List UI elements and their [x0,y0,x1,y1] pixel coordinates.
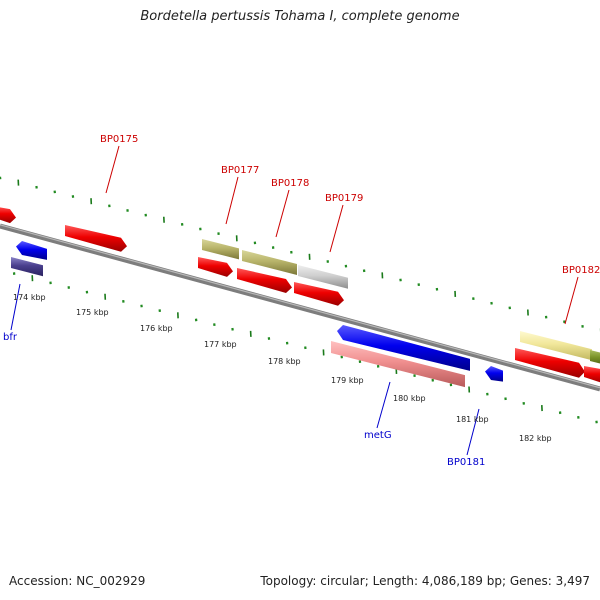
gene-label-bp0179[interactable]: BP0179 [325,193,363,204]
kbp-labels: 174 kbp 175 kbp 176 kbp 177 kbp 178 kbp 179 k… [13,293,552,443]
callout-leader-line [329,204,344,253]
gene-box[interactable] [590,350,600,366]
gene-label-bp0182[interactable]: BP0182 [562,265,600,276]
gene-box[interactable] [11,257,43,277]
gene-arrow[interactable] [584,366,600,384]
length-value: 4,086,189 bp [421,574,502,588]
gene-label-bfr[interactable]: bfr [3,332,18,343]
callout-leader-line [275,189,290,238]
gene-arrow-bp0175[interactable] [65,225,127,252]
callout-leader-line [105,145,120,194]
backbone-line [0,223,600,392]
gene-box-bp0178[interactable] [242,250,297,275]
gene-arrow[interactable] [16,241,47,260]
callout-leader-line [225,176,239,225]
gene-label-bp0177[interactable]: BP0177 [221,165,259,176]
gene-label-bp0181[interactable]: BP0181 [447,457,485,468]
genes-value: 3,497 [555,574,590,588]
gene-box-bp0179[interactable] [298,265,348,289]
callout-leader-line [466,408,480,456]
callout-leader-line [564,276,579,325]
accession-value: NC_002929 [76,574,146,588]
gene-label-bp0175[interactable]: BP0175 [100,134,138,145]
callout-leader-line [376,381,391,429]
gene-arrow-bp0181[interactable] [485,366,503,382]
kbp-label: 182 kbp [519,434,552,443]
kbp-label: 179 kbp [331,376,364,385]
gene-callouts: BP0175 BP0177 BP0178 BP0179 BP0182 bfr metG BP0… [3,134,600,468]
gene-box-bp0177[interactable] [202,239,239,260]
gene-arrow-metg-upper[interactable] [337,325,470,371]
length-label: Length: [372,574,419,588]
topology-label: Topology: [260,574,317,588]
gene-arrow[interactable] [237,268,292,293]
gene-label-metg[interactable]: metG [364,430,392,441]
kbp-label: 174 kbp [13,293,46,302]
kbp-label: 181 kbp [456,415,489,424]
kbp-label: 178 kbp [268,357,301,366]
kbp-label: 175 kbp [76,308,109,317]
gene-arrow[interactable] [0,206,16,224]
gene-arrow[interactable] [198,257,233,277]
backbone-highlight [0,224,600,389]
features [0,206,600,388]
callout-leader-line [10,283,21,331]
gene-arrow[interactable] [515,348,585,378]
backbone [0,223,600,392]
gene-box-bp0182[interactable] [520,331,592,361]
kbp-label: 180 kbp [393,394,426,403]
gene-box-metg[interactable] [331,341,465,388]
gene-label-bp0178[interactable]: BP0178 [271,178,309,189]
gene-arrow[interactable] [294,282,344,306]
accession-label: Accession: [9,574,73,588]
accession-info: Accession: NC_002929 [9,574,145,588]
map-title: Bordetella pertussis Tohama I, complete … [140,9,460,24]
kbp-label: 177 kbp [204,340,237,349]
ruler-ticks [0,176,600,424]
topology-value: circular [320,574,365,588]
kbp-label: 176 kbp [140,324,173,333]
genes-label: Genes: [509,574,552,588]
genome-stats: Topology: circular; Length: 4,086,189 bp… [260,574,590,588]
